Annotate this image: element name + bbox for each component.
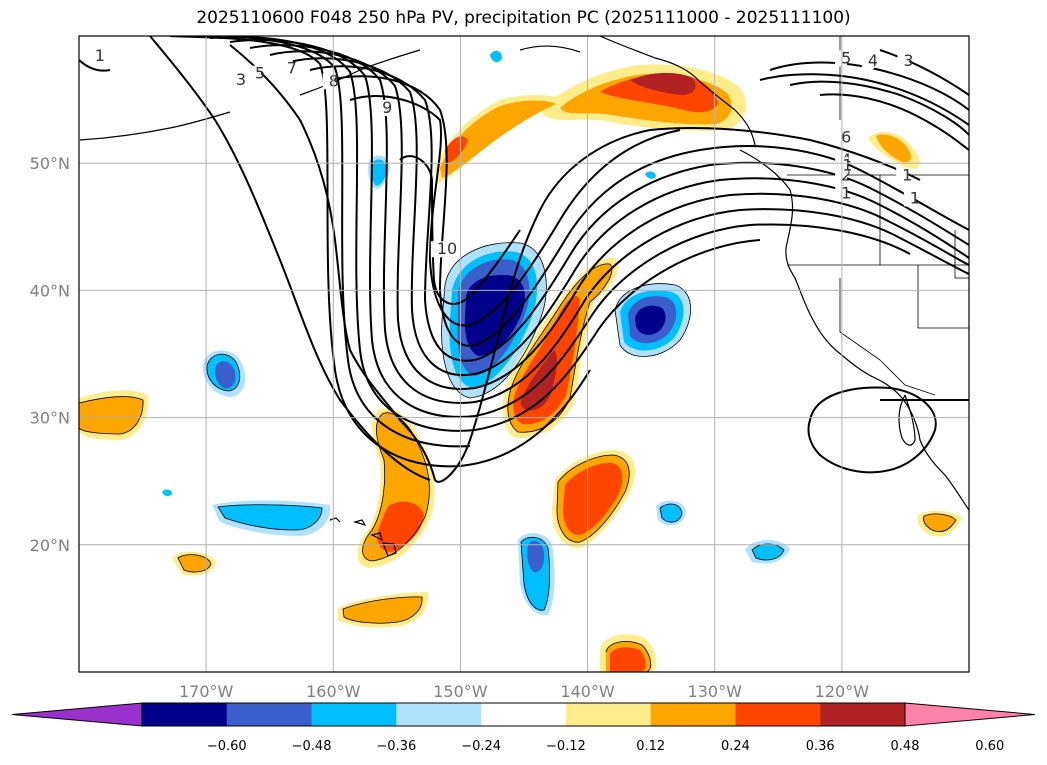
- colorbar-segment: [650, 703, 736, 726]
- alaska-coast: [599, 36, 756, 146]
- lat-label: 20°N: [30, 536, 70, 555]
- contour-label: 1: [841, 183, 851, 202]
- contour-label: 8: [329, 71, 339, 90]
- colorbar-tick-label: −0.48: [292, 739, 332, 754]
- contour-label-bg: [896, 167, 909, 184]
- anomaly-positive-north: [435, 95, 565, 184]
- map-frame: [78, 35, 970, 673]
- colorbar-tick-label: −0.12: [546, 739, 586, 754]
- contour-label-bg: [280, 60, 293, 77]
- colorbar-extend-low: [11, 702, 143, 727]
- lat-label: 30°N: [30, 409, 70, 428]
- contour-label: 9: [382, 98, 392, 117]
- lon-label: 150°W: [433, 682, 488, 701]
- contour-label: 4: [868, 51, 878, 70]
- colorbar-tick-label: −0.36: [376, 739, 416, 754]
- contour-label-bg: [376, 100, 389, 117]
- colorbar-tick-label: −0.24: [461, 739, 501, 754]
- colorbar-segment: [396, 703, 482, 726]
- contour-label-bg: [835, 129, 848, 146]
- contour-label-bg: [430, 241, 453, 258]
- colorbar-segment: [481, 703, 567, 726]
- lon-label: 170°W: [179, 682, 234, 701]
- lon-label: 140°W: [560, 682, 615, 701]
- lon-label: 160°W: [306, 682, 361, 701]
- contour-label-bg: [836, 157, 849, 174]
- contour-label: 7: [287, 59, 297, 78]
- contour-label: 10: [437, 239, 457, 258]
- contour-label-bg: [897, 52, 910, 69]
- chart-title: 2025110600 F048 250 hPa PV, precipitatio…: [196, 8, 851, 28]
- colorbar-tick-label: 0.48: [891, 739, 920, 754]
- contour-label: 1: [842, 155, 852, 174]
- lon-label: 130°W: [688, 682, 743, 701]
- anomaly-negative-north-small: [490, 50, 502, 63]
- contour-label-bg: [229, 72, 242, 89]
- pv-contour-10: [399, 155, 521, 305]
- lat-label: 50°N: [30, 154, 70, 173]
- colorbar: −0.60 −0.48 −0.36 −0.24 −0.12 0.12 0.24 0.36 0.4…: [11, 702, 1036, 754]
- contour-label-bg: [322, 73, 335, 90]
- contour-label: 3: [236, 70, 246, 89]
- contour-label-bg: [835, 50, 848, 67]
- colorbar-extend-high: [904, 702, 1036, 727]
- colorbar-tick-label: −0.60: [207, 739, 247, 754]
- colorbar-segment: [565, 703, 652, 726]
- contour-label-bg: [835, 185, 848, 202]
- colorbar-segment: [226, 703, 313, 726]
- contour-label: 6: [841, 127, 851, 146]
- contour-label-bg: [861, 52, 874, 69]
- lon-label: 120°W: [815, 682, 870, 701]
- contour-label-bg: [903, 190, 916, 207]
- colorbar-segment: [142, 703, 228, 726]
- lat-label: 40°N: [30, 281, 70, 300]
- contour-label: 5: [255, 64, 265, 83]
- colorbar-segment: [735, 703, 821, 726]
- contour-label-bg: [249, 65, 261, 82]
- colorbar-tick-label: 0.36: [806, 739, 835, 754]
- contour-label: 1: [95, 46, 105, 65]
- pv-contour-closed: [807, 386, 937, 474]
- contour-label: 1: [902, 165, 912, 184]
- colorbar-segment: [820, 703, 906, 726]
- colorbar-tick-label: 0.60: [975, 739, 1004, 754]
- colorbar-tick-label: 0.12: [636, 739, 665, 754]
- contour-label: 2: [841, 165, 851, 184]
- contour-label: 1: [910, 188, 920, 207]
- contour-label: 5: [841, 48, 851, 67]
- colorbar-outline: [141, 702, 906, 727]
- pv-contour-outer: [229, 44, 921, 483]
- contour-label: 3: [903, 51, 913, 70]
- longitude-labels: 170°W 160°W 150°W 140°W 130°W 120°W: [179, 682, 869, 701]
- grid-lines: [79, 36, 969, 672]
- pv-contour-9: [349, 95, 681, 327]
- contour-label-bg: [88, 47, 101, 64]
- pv-contour-labels: 135789105436421111: [88, 46, 920, 258]
- colorbar-tick-label: 0.24: [721, 739, 750, 754]
- latitude-labels: 20°N 30°N 40°N 50°N: [30, 154, 70, 555]
- colorbar-segment: [311, 703, 397, 726]
